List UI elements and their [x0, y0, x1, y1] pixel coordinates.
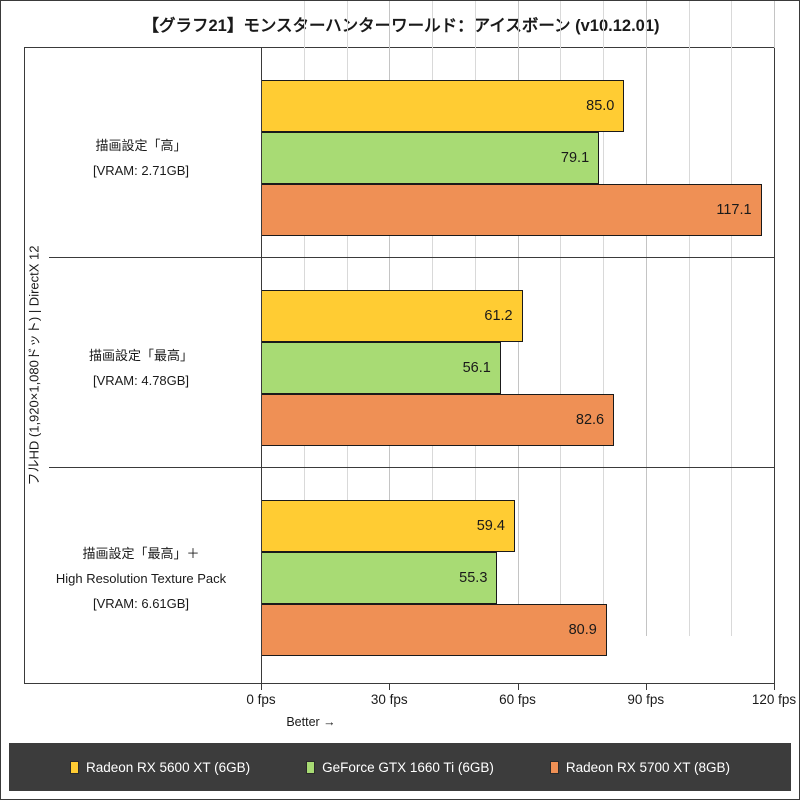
category-label-line-0: 描画設定「高」	[95, 138, 187, 153]
gridline-100	[688, 1, 690, 636]
legend-item-1[interactable]: GeForce GTX 1660 Ti (6GB)	[306, 760, 494, 775]
category-label-line-1: High Resolution Texture Pack	[55, 570, 227, 586]
x-axis-tick-30	[389, 683, 391, 690]
bar-group-2-series-2: 80.9	[261, 604, 607, 656]
bar-group-0-series-1: 79.1	[261, 132, 600, 184]
legend-label: Radeon RX 5600 XT (6GB)	[86, 759, 251, 775]
x-axis-tick-label-120: 120 fps	[751, 692, 797, 707]
bar-group-1-series-1: 56.1	[261, 342, 501, 394]
category-label-line-2: [VRAM: 6.61GB]	[92, 595, 190, 611]
legend-item-2[interactable]: Radeon RX 5700 XT (8GB)	[549, 759, 730, 775]
better-annotation: Better →	[286, 715, 336, 729]
category-label-line-1: [VRAM: 2.71GB]	[92, 163, 190, 178]
chart-frame-bottom	[24, 683, 774, 684]
category-label-group-1: 描画設定「最高」 [VRAM: 4.78GB]	[27, 343, 255, 393]
chart-frame-top	[24, 47, 774, 48]
category-label-line-1: [VRAM: 4.78GB]	[92, 373, 190, 388]
bar-value-label: 56.1	[462, 360, 491, 376]
group-separator-0	[49, 257, 774, 258]
legend-swatch-icon	[70, 760, 79, 774]
x-axis-tick-90	[645, 683, 647, 690]
x-axis-tick-60	[517, 683, 519, 690]
legend: Radeon RX 5600 XT (6GB) GeForce GTX 1660 …	[9, 743, 791, 791]
x-axis-tick-label-30: 30 fps	[370, 692, 408, 707]
gridline-90	[645, 1, 647, 636]
bar-value-label: 59.4	[476, 518, 505, 534]
bar-group-2-series-0: 59.4	[261, 500, 515, 552]
legend-label: Radeon RX 5700 XT (8GB)	[565, 759, 730, 775]
legend-swatch-icon	[549, 760, 559, 774]
x-axis-tick-label-0: 0 fps	[246, 692, 276, 707]
category-label-line-0: 描画設定「最高」＋	[82, 545, 200, 561]
chart-title-bar: 【グラフ21】モンスターハンターワールド：アイスボーン (v10.12.01)	[1, 1, 799, 47]
gridline-80	[603, 1, 604, 636]
group-separator-1	[49, 467, 774, 468]
bar-group-1-series-0: 61.2	[261, 290, 523, 342]
bar-group-2-series-1: 55.3	[261, 552, 498, 604]
x-axis-tick-0	[261, 683, 262, 690]
bar-group-0-series-0: 85.0	[261, 80, 625, 132]
bar-value-label: 61.2	[484, 308, 513, 324]
bar-value-label: 117.1	[716, 202, 752, 218]
x-axis-tick-120	[774, 683, 775, 690]
x-axis-tick-label-60: 60 fps	[499, 692, 536, 707]
legend-item-0[interactable]: Radeon RX 5600 XT (6GB)	[70, 760, 250, 775]
gridline-110	[731, 1, 733, 636]
bar-group-1-series-2: 82.6	[261, 394, 615, 446]
category-label-group-2: 描画設定「最高」＋ High Resolution Texture Pack [VR…	[27, 541, 255, 616]
page-title: 【グラフ21】モンスターハンターワールド：アイスボーン (v10.12.01)	[142, 17, 660, 35]
bar-value-label: 80.9	[568, 622, 597, 638]
bar-value-label: 82.6	[575, 412, 605, 428]
gridline-70	[560, 1, 562, 636]
category-label-group-0: 描画設定「高」 [VRAM: 2.71GB]	[27, 133, 255, 183]
bar-value-label: 85.0	[586, 98, 615, 114]
plot-right-border	[774, 48, 775, 683]
category-label-line-0: 描画設定「最高」	[88, 348, 193, 363]
legend-label: GeForce GTX 1660 Ti (6GB)	[322, 759, 494, 775]
bar-group-0-series-2: 117.1	[261, 184, 762, 236]
bar-value-label: 79.1	[560, 150, 590, 166]
legend-swatch-icon	[306, 760, 316, 774]
y-axis-line	[261, 48, 262, 683]
bar-value-label: 55.3	[459, 570, 488, 586]
chart-frame-left	[24, 47, 25, 684]
x-axis-tick-label-90: 90 fps	[627, 692, 665, 707]
